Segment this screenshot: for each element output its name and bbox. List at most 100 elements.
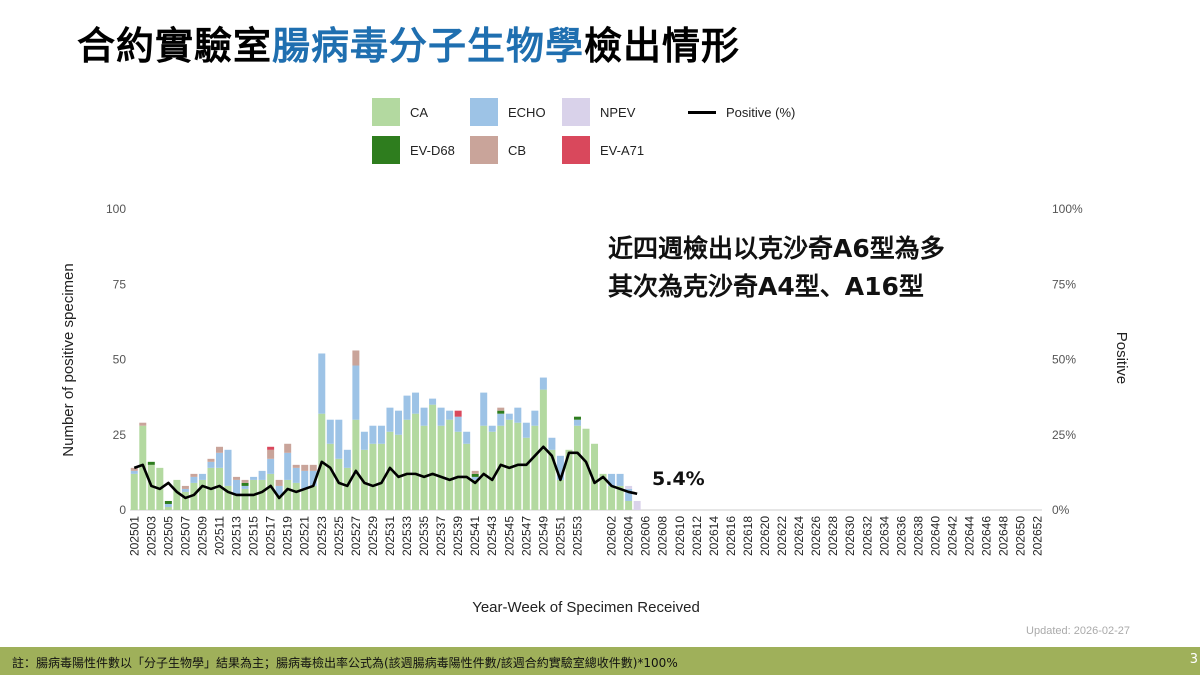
bar-ev-d68 (497, 410, 505, 414)
x-tick-label: 202533 (400, 516, 414, 556)
bar-ca (437, 425, 445, 510)
chart-legend: CA ECHO NPEV Positive (%) EV-D68 CB EV-A… (372, 98, 852, 178)
bar-echo (258, 470, 266, 480)
x-tick-label: 202624 (792, 516, 806, 556)
bar-echo (386, 407, 394, 432)
annotation-line-1: 近四週檢出以克沙奇A6型為多 (608, 234, 945, 263)
bar-echo (301, 470, 309, 489)
bar-ca (556, 479, 564, 510)
bar-cb (309, 464, 317, 471)
bar-echo (318, 353, 326, 414)
bar-cb (267, 449, 275, 459)
bar-cb (275, 479, 283, 486)
bar-cb (181, 485, 189, 489)
legend-item-npev: NPEV (562, 98, 635, 126)
bar-ca (275, 494, 283, 510)
bar-echo (326, 419, 334, 444)
x-tick-label: 202523 (315, 516, 329, 556)
x-tick-label: 202646 (980, 516, 994, 556)
legend-swatch-npev (562, 98, 590, 126)
x-tick-label: 202549 (536, 516, 550, 556)
x-axis-title: Year-Week of Specimen Received (472, 599, 700, 616)
x-tick-label: 202636 (894, 516, 908, 556)
legend-line-positive (688, 110, 716, 114)
bar-ca (480, 425, 488, 510)
bar-cb (207, 458, 215, 462)
x-tick-label: 202511 (212, 516, 226, 555)
y2-axis-title: Positive (1113, 332, 1130, 385)
bar-ca (429, 404, 437, 510)
x-tick-label: 202503 (144, 516, 158, 556)
bar-echo (573, 419, 581, 426)
bar-echo (454, 416, 462, 432)
bar-ca (198, 479, 206, 510)
bar-ca (548, 449, 556, 510)
bar-echo (412, 392, 420, 414)
bar-echo (531, 410, 539, 426)
bar-cb (284, 443, 292, 453)
x-tick-label: 202610 (673, 516, 687, 556)
bar-ca (377, 443, 385, 510)
bar-ca (233, 494, 241, 510)
x-tick-label: 202515 (247, 516, 261, 556)
bar-echo (309, 470, 317, 486)
x-tick-label: 202602 (605, 516, 619, 556)
bar-echo (198, 473, 206, 480)
bar-npev (633, 500, 641, 510)
legend-item-echo: ECHO (470, 98, 546, 126)
bar-ca (130, 473, 138, 510)
bar-ca (531, 425, 539, 510)
bar-cb (139, 422, 147, 426)
bar-ev-d68 (573, 416, 581, 420)
bar-ca (360, 449, 368, 510)
bar-echo (164, 503, 172, 507)
bar-echo (446, 410, 454, 420)
bar-echo (181, 488, 189, 492)
bar-ca (505, 419, 513, 510)
bar-cb (216, 446, 223, 453)
bar-ca (352, 419, 360, 510)
x-tick-label: 202606 (639, 516, 653, 556)
x-tick-label: 202634 (877, 516, 891, 556)
bar-cb (352, 350, 360, 366)
positive-rate-line (133, 445, 638, 500)
bar-echo (335, 419, 343, 459)
bar-cb (301, 464, 309, 471)
x-tick-label: 202628 (826, 516, 840, 556)
legend-item-ca: CA (372, 98, 428, 126)
y2-tick-label: 0% (1052, 503, 1070, 517)
title-part-2: 腸病毒分子生物學 (272, 24, 585, 68)
bar-ca (326, 443, 334, 510)
y-axis-title: Number of positive specimen (60, 263, 77, 456)
bar-ev-d68 (147, 461, 155, 465)
bar-echo (505, 413, 513, 420)
x-tick-label: 202652 (1031, 516, 1045, 556)
x-tick-label: 202551 (553, 516, 567, 556)
bar-ca (284, 479, 292, 510)
bar-echo (224, 449, 232, 486)
bar-ca (565, 449, 573, 510)
slide-title: 合約實驗室腸病毒分子生物學檢出情形 (77, 20, 740, 72)
bar-ca (616, 485, 624, 510)
legend-label-ev-d68: EV-D68 (410, 142, 455, 158)
x-tick-label: 202507 (178, 516, 192, 556)
bar-echo (369, 425, 377, 444)
bar-echo (275, 485, 283, 495)
bar-ev-a71 (267, 446, 275, 450)
bar-ca (573, 425, 581, 510)
x-tick-label: 202616 (724, 516, 738, 556)
x-tick-label: 202644 (963, 516, 977, 556)
legend-swatch-ev-d68 (372, 136, 400, 164)
footer-bar: 註：腸病毒陽性件數以「分子生物學」結果為主；腸病毒檢出率公式為(該週腸病毒陽性件… (0, 647, 1200, 675)
bar-ca (343, 467, 351, 510)
x-tick-label: 202626 (809, 516, 823, 556)
x-tick-label: 202535 (417, 516, 431, 556)
y-tick-label: 75 (113, 277, 127, 291)
y2-tick-label: 75% (1052, 277, 1076, 291)
x-tick-label: 202620 (758, 516, 772, 556)
bar-cb (130, 467, 138, 471)
bar-ca (599, 473, 607, 510)
bar-ca (497, 425, 505, 510)
x-tick-label: 202614 (707, 516, 721, 556)
legend-item-ev-a71: EV-A71 (562, 136, 644, 164)
